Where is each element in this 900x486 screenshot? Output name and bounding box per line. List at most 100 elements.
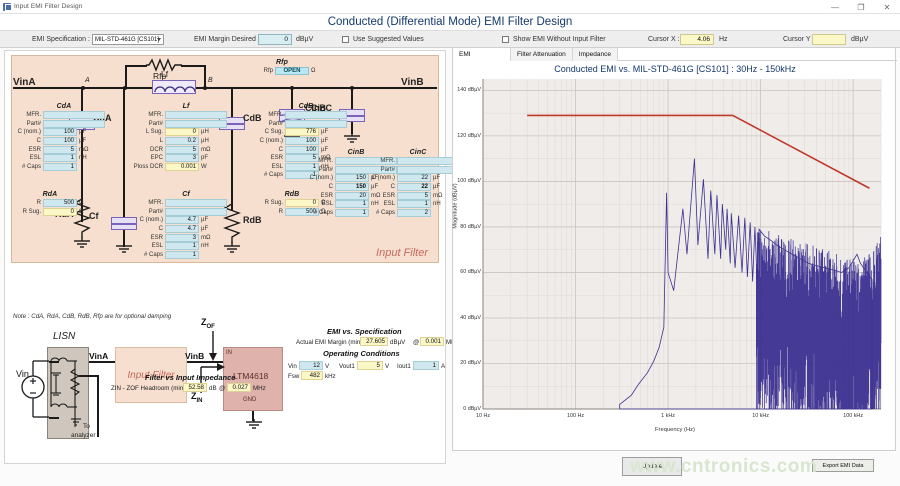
param-input-cinc-c-nom-[interactable]: 22 <box>397 174 431 183</box>
cursor-x-input[interactable]: 4.06 <box>680 34 714 45</box>
param-input-cdb-mfr-[interactable] <box>285 111 347 120</box>
fsw-field-label: Fsw <box>288 373 300 380</box>
param-unit: Ω <box>311 68 316 75</box>
param-table-cdb: CdB MFR. Part# C Sug. 776 µF C (nom.) 100 µF C 100… <box>251 103 361 180</box>
param-input-rdb-r[interactable]: 500 <box>285 207 319 216</box>
tab-impedance[interactable]: Impedance <box>572 48 618 61</box>
param-input-cdb-c[interactable]: 100 <box>285 145 319 154</box>
param-input-lf-dcr[interactable]: 5 <box>165 145 199 154</box>
iout1-field[interactable]: 1 <box>413 361 439 370</box>
param-label: Part# <box>268 120 283 127</box>
param-input-cda-mfr-[interactable] <box>43 111 105 120</box>
param-unit: µF <box>201 226 209 233</box>
cursor-y-input[interactable] <box>812 34 846 45</box>
param-input-cda-c[interactable]: 100 <box>43 137 77 146</box>
x-axis-label: Frequency (Hz) <box>655 427 695 433</box>
export-emi-data-button[interactable]: Export EMI Data <box>812 459 874 472</box>
rail-b-label: VinB <box>401 77 424 88</box>
input-filter-block[interactable]: Input Filter <box>115 347 187 403</box>
maximize-icon[interactable]: ❐ <box>857 2 865 12</box>
series-emi-spectrum <box>619 158 873 410</box>
show-no-filter-label: Show EMI Without Input Filter <box>513 35 606 43</box>
filter-vs-impedance-title: Filter vs Input Impedance <box>145 373 236 382</box>
param-input-cf-c[interactable]: 4.7 <box>165 225 199 234</box>
param-input-lf-l-sug-[interactable]: 0 <box>165 128 199 137</box>
param-title-cinb: CinB <box>347 149 365 156</box>
param-input-cinc-esl[interactable]: 1 <box>397 200 431 209</box>
param-input-cda-c-nom-[interactable]: 100 <box>43 128 77 137</box>
close-icon[interactable]: ✕ <box>883 2 891 12</box>
param-input-cda-esr[interactable]: 5 <box>43 145 77 154</box>
param-input-rdb-r-sug-[interactable]: 0 <box>285 199 319 208</box>
tab-filter-attenuation[interactable]: Filter Attenuation <box>511 48 573 61</box>
param-input-cinb--caps[interactable]: 1 <box>335 208 369 217</box>
fvz-freq-unit: MHz <box>253 385 266 392</box>
param-input-rfp-rfp[interactable]: OPEN <box>275 67 309 76</box>
emi-spec-select[interactable]: MIL-STD-461G [CS101] <box>92 34 164 45</box>
param-input-lf-mfr-[interactable] <box>165 111 227 120</box>
fsw-field[interactable]: 482 <box>301 371 323 380</box>
param-input-cdb--caps[interactable]: 1 <box>285 171 319 180</box>
param-input-cinb-part-[interactable] <box>335 165 397 174</box>
tab-emi[interactable]: EMI <box>453 48 511 61</box>
param-input-lf-part-[interactable] <box>165 119 227 128</box>
vin-field[interactable]: 12 <box>299 361 323 370</box>
param-unit: mΩ <box>201 234 211 241</box>
param-row: # Caps 1 <box>131 250 241 260</box>
param-input-cinc-esr[interactable]: 5 <box>397 191 431 200</box>
param-label: R <box>36 200 41 207</box>
param-row: MFR. <box>9 111 119 120</box>
show-no-filter-checkbox[interactable] <box>502 36 509 43</box>
param-input-cinc-part-[interactable] <box>397 165 459 174</box>
param-input-cf--caps[interactable]: 1 <box>165 250 199 259</box>
param-row: C 4.7 µF <box>131 225 241 234</box>
param-input-cf-esr[interactable]: 3 <box>165 233 199 242</box>
param-label: DCR <box>150 146 163 153</box>
update-button[interactable]: Update <box>622 457 682 476</box>
param-input-cinb-c-nom-[interactable]: 150 <box>335 174 369 183</box>
vin-unit: V <box>325 363 330 370</box>
param-input-cinc-mfr-[interactable] <box>397 157 459 166</box>
param-input-cf-esl[interactable]: 1 <box>165 242 199 251</box>
param-input-cinc--caps[interactable]: 2 <box>397 208 431 217</box>
param-input-lf-epc[interactable]: 3 <box>165 154 199 163</box>
param-input-lf-l[interactable]: 0.2 <box>165 137 199 146</box>
ic-ground-icon <box>246 419 262 429</box>
param-input-cinb-esr[interactable]: 20 <box>335 191 369 200</box>
param-input-cdb-esr[interactable]: 5 <box>285 154 319 163</box>
param-input-cdb-esl[interactable]: 1 <box>285 162 319 171</box>
param-input-cf-c-nom-[interactable]: 4.7 <box>165 216 199 225</box>
param-input-cda-esl[interactable]: 1 <box>43 154 77 163</box>
param-input-lf-ploss-dcr[interactable]: 0.001 <box>165 162 199 171</box>
emi-chart: Conducted EMI vs. MIL-STD-461G [CS101] :… <box>453 63 895 449</box>
rfp-resistor-icon <box>146 58 182 72</box>
minimize-icon[interactable]: — <box>831 2 839 12</box>
param-row: MFR. <box>251 111 361 120</box>
param-label: ESL <box>383 201 395 208</box>
vout1-field[interactable]: 5 <box>357 361 383 370</box>
plot-canvas[interactable] <box>455 63 895 449</box>
param-input-cdb-part-[interactable] <box>285 119 347 128</box>
param-input-cf-part-[interactable] <box>165 207 227 216</box>
param-input-cdb-c-nom-[interactable]: 100 <box>285 137 319 146</box>
param-input-cinb-c[interactable]: 150 <box>335 183 369 192</box>
param-label: MFR. <box>26 112 41 119</box>
emi-margin-label: EMI Margin Desired : <box>194 35 260 43</box>
param-input-cda-part-[interactable] <box>43 119 105 128</box>
param-input-cinb-esl[interactable]: 1 <box>335 200 369 209</box>
vin-label: Vin <box>16 369 29 379</box>
param-input-cinc-c[interactable]: 22 <box>397 183 431 192</box>
param-input-cf-mfr-[interactable] <box>165 199 227 208</box>
param-input-cinb-mfr-[interactable] <box>335 157 397 166</box>
ltm4618-block[interactable] <box>223 347 283 411</box>
use-suggested-checkbox[interactable] <box>342 36 349 43</box>
param-input-rda-r[interactable]: 500 <box>43 199 77 208</box>
param-input-cda--caps[interactable]: 1 <box>43 162 77 171</box>
param-unit: µF <box>433 175 441 182</box>
input-filter-region-label: Input Filter <box>376 247 428 259</box>
param-input-cdb-c-sug-[interactable]: 776 <box>285 128 319 137</box>
emi-margin-input[interactable]: 0 <box>258 34 292 45</box>
param-row: Part# <box>301 165 411 175</box>
param-input-rda-r-sug-[interactable]: 0 <box>43 207 77 216</box>
param-label: Rfp <box>263 68 273 75</box>
